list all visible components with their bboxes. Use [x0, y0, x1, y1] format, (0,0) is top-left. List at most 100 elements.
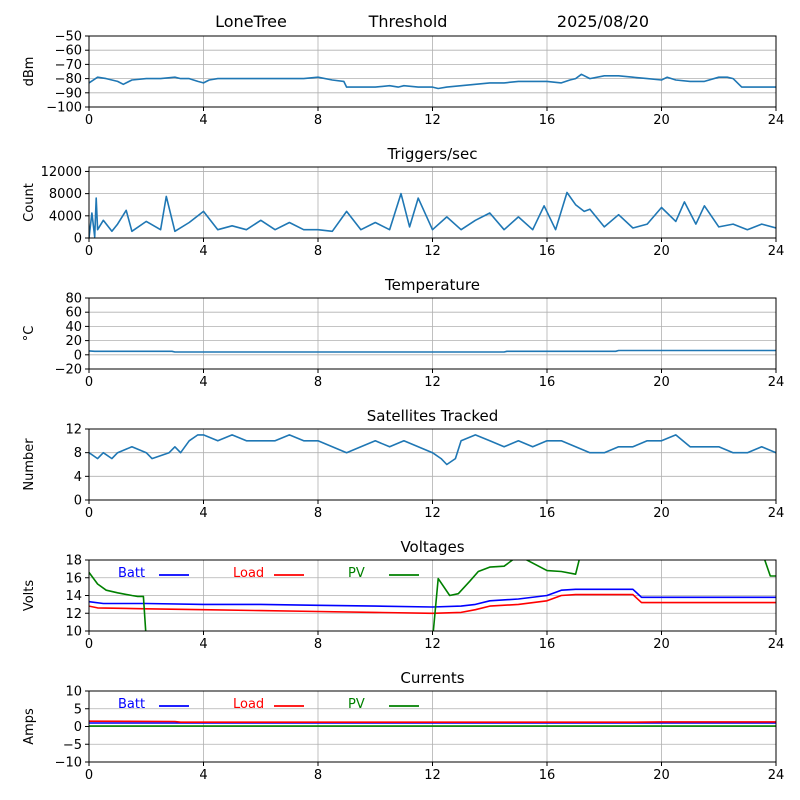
y-tick-label: 12	[65, 607, 82, 622]
x-tick-label: 4	[199, 637, 207, 652]
series-line-load	[89, 720, 776, 724]
x-tick-label: 12	[424, 637, 441, 652]
x-tick-label: 16	[539, 375, 556, 390]
x-tick-label: 4	[199, 506, 207, 521]
x-tick-label: 20	[653, 244, 670, 259]
x-tick-label: 0	[85, 375, 93, 390]
y-tick-label: −70	[55, 58, 82, 73]
y-tick-label: 60	[65, 306, 82, 321]
y-tick-label: 0	[74, 232, 82, 247]
y-axis-label: Number	[22, 438, 37, 491]
y-tick-label: −50	[55, 30, 82, 45]
x-tick-label: 12	[424, 113, 441, 128]
y-tick-label: 20	[65, 334, 82, 349]
y-tick-label: 16	[65, 571, 82, 586]
y-tick-label: −20	[55, 363, 82, 378]
x-tick-label: 12	[424, 506, 441, 521]
legend-label-load: Load	[233, 697, 264, 712]
x-tick-label: 0	[85, 244, 93, 259]
x-tick-label: 8	[314, 244, 322, 259]
x-tick-label: 4	[199, 244, 207, 259]
x-tick-label: 24	[768, 375, 785, 390]
y-tick-label: 0	[74, 720, 82, 735]
y-tick-label: −80	[55, 72, 82, 87]
series-line-data	[89, 434, 776, 466]
header-site: LoneTree	[215, 12, 287, 31]
legend-label-pv: PV	[348, 566, 365, 581]
x-tick-label: 16	[539, 113, 556, 128]
x-tick-label: 16	[539, 768, 556, 783]
y-tick-label: 4000	[49, 209, 82, 224]
x-tick-label: 4	[199, 768, 207, 783]
x-tick-label: 0	[85, 768, 93, 783]
series-line-load	[89, 593, 776, 615]
x-tick-label: 20	[653, 375, 670, 390]
y-tick-label: 80	[65, 292, 82, 307]
y-tick-label: 10	[65, 625, 82, 640]
chart-panel-2: 0 4 8 12 16 20 24 0 4000 8000 12000 Triggers/sec Cou…	[22, 145, 784, 259]
y-tick-label: −5	[63, 738, 82, 753]
y-axis-label: Volts	[22, 580, 37, 612]
legend-label-batt: Batt	[118, 697, 145, 712]
series-line-pv	[89, 560, 776, 631]
chart-title: Temperature	[384, 276, 480, 294]
x-tick-label: 8	[314, 375, 322, 390]
legend-label-batt: Batt	[118, 566, 145, 581]
series-line-batt	[89, 588, 776, 608]
chart-title: Currents	[400, 669, 464, 687]
y-tick-label: −100	[46, 101, 82, 116]
x-tick-label: 16	[539, 637, 556, 652]
x-tick-label: 24	[768, 768, 785, 783]
x-tick-label: 24	[768, 244, 785, 259]
x-tick-label: 16	[539, 244, 556, 259]
y-tick-label: 8000	[49, 187, 82, 202]
y-tick-label: 12000	[41, 165, 82, 180]
chart-panel-5: 0 4 8 12 16 20 24 10 12 14 16 18 Voltages Volts Batt Lo…	[22, 538, 784, 652]
y-tick-label: 10	[65, 685, 82, 700]
y-tick-label: 40	[65, 320, 82, 335]
chart-title: Triggers/sec	[387, 145, 478, 163]
x-tick-label: 0	[85, 637, 93, 652]
header-date: 2025/08/20	[557, 12, 649, 31]
x-tick-label: 24	[768, 637, 785, 652]
x-tick-label: 4	[199, 113, 207, 128]
series-line-data	[89, 191, 776, 238]
x-tick-label: 24	[768, 506, 785, 521]
y-tick-label: 5	[74, 702, 82, 717]
y-axis-label: dBm	[22, 57, 37, 87]
header-mode: Threshold	[368, 12, 448, 31]
x-tick-label: 20	[653, 506, 670, 521]
chart-title: Voltages	[400, 538, 464, 556]
y-tick-label: 14	[65, 589, 82, 604]
chart-title: Satellites Tracked	[367, 407, 498, 425]
x-tick-label: 12	[424, 244, 441, 259]
series-line-data	[89, 349, 776, 353]
y-tick-label: −90	[55, 86, 82, 101]
x-tick-label: 12	[424, 375, 441, 390]
y-tick-label: −60	[55, 44, 82, 59]
legend-label-load: Load	[233, 566, 264, 581]
x-tick-label: 12	[424, 768, 441, 783]
x-tick-label: 16	[539, 506, 556, 521]
y-axis-label: Count	[22, 183, 37, 222]
y-axis-label: Amps	[22, 708, 37, 745]
x-tick-label: 20	[653, 768, 670, 783]
x-tick-label: 0	[85, 113, 93, 128]
x-tick-label: 8	[314, 113, 322, 128]
series-line-data	[89, 73, 776, 90]
y-tick-label: 0	[74, 348, 82, 363]
y-tick-label: 8	[74, 446, 82, 461]
y-axis-label: °C	[22, 326, 37, 342]
legend-label-pv: PV	[348, 697, 365, 712]
x-tick-label: 20	[653, 637, 670, 652]
x-tick-label: 24	[768, 113, 785, 128]
x-tick-label: 0	[85, 506, 93, 521]
x-tick-label: 4	[199, 375, 207, 390]
chart-panel-4: 0 4 8 12 16 20 24 0 4 8 12 Satellites Tracked Number	[22, 407, 784, 521]
y-tick-label: 12	[65, 423, 82, 438]
y-tick-label: 18	[65, 554, 82, 569]
